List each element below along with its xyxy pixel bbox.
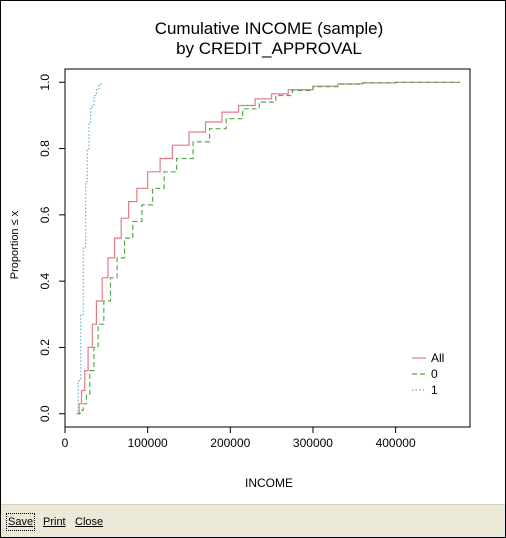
save-button-label: Save (8, 516, 34, 528)
y-axis: 0.0 0.2 0.4 0.6 0.8 1.0 (38, 74, 65, 422)
x-tick-label: 400000 (376, 436, 416, 450)
close-button[interactable]: Close (74, 514, 104, 530)
close-button-label: Close (75, 516, 104, 528)
plot-box (64, 68, 471, 428)
series-lines (76, 81, 461, 415)
y-tick-label: 0.4 (38, 272, 52, 289)
print-button[interactable]: Print (42, 514, 67, 530)
chart-subtitle: by CREDIT_APPROVAL (176, 39, 362, 58)
plot-area: Cumulative INCOME (sample) by CREDIT_APP… (1, 1, 505, 504)
x-tick-label: 0 (62, 436, 69, 450)
legend-label-1: 1 (431, 383, 438, 397)
x-tick-label: 200000 (210, 436, 250, 450)
y-tick-label: 0.6 (38, 206, 52, 223)
legend-label-all: All (431, 351, 444, 365)
y-tick-label: 1.0 (38, 74, 52, 91)
y-axis-label: Proportion ≤ x (9, 210, 21, 279)
series-line-all (76, 81, 461, 415)
legend: All 0 1 (412, 351, 444, 397)
print-button-label: Print (43, 516, 66, 528)
cdf-chart: Cumulative INCOME (sample) by CREDIT_APP… (9, 19, 471, 490)
series-line-1 (76, 82, 102, 415)
x-tick-label: 100000 (128, 436, 168, 450)
chart-title: Cumulative INCOME (sample) (155, 19, 384, 38)
x-axis: 0 100000 200000 300000 400000 (62, 427, 416, 450)
toolbar: Save Print Close (1, 504, 505, 537)
legend-label-0: 0 (431, 367, 438, 381)
save-button[interactable]: Save (5, 513, 36, 531)
y-tick-label: 0.2 (38, 339, 52, 356)
x-axis-label: INCOME (245, 476, 293, 490)
x-tick-label: 300000 (293, 436, 333, 450)
y-tick-label: 0.8 (38, 140, 52, 157)
series-line-0 (76, 81, 461, 415)
y-tick-label: 0.0 (38, 405, 52, 422)
